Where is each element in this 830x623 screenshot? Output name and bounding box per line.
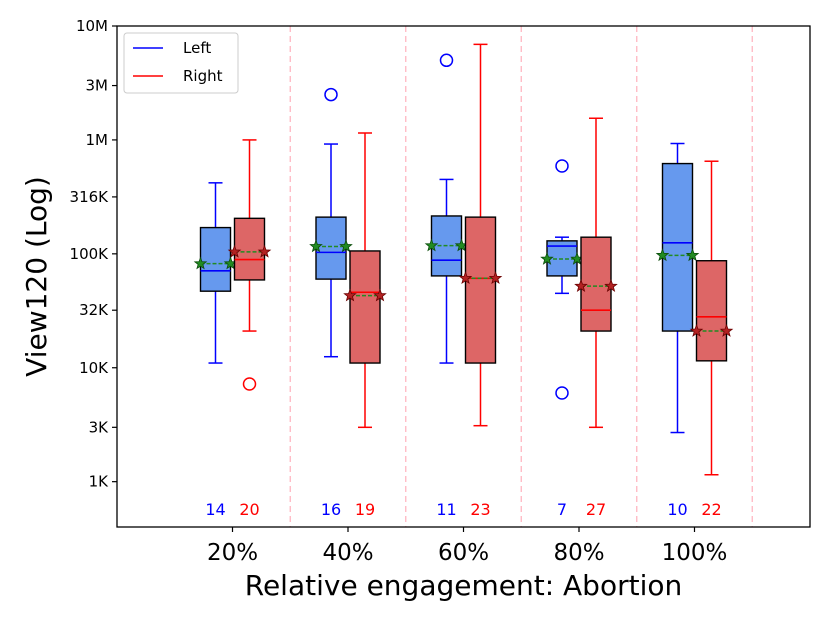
right-mean-star [719, 323, 734, 337]
y-tick-label: 3M [86, 77, 109, 95]
right-outlier [242, 377, 257, 391]
category-dividers [289, 26, 753, 527]
left-mean-star [540, 251, 554, 265]
x-tick-label: 80% [553, 540, 604, 566]
left-mean-star [655, 248, 670, 262]
x-tick-label: 20% [207, 540, 258, 566]
right-box [464, 216, 497, 364]
left-mean-star [685, 248, 700, 262]
left-box [199, 226, 232, 292]
x-tick-label: 100% [662, 540, 728, 566]
right-box-group [689, 160, 734, 476]
right-mean-star [257, 244, 272, 258]
left-count-label: 16 [321, 500, 341, 519]
left-mean-star [339, 239, 353, 253]
left-box-group [424, 53, 469, 364]
left-outlier [555, 159, 569, 173]
right-count-label: 20 [239, 500, 259, 519]
right-count-label: 23 [470, 500, 490, 519]
left-mean-star [193, 256, 208, 270]
right-box-group [458, 43, 503, 427]
left-outlier [555, 386, 569, 400]
y-tick-label: 10K [79, 359, 109, 377]
left-count-label: 11 [436, 500, 456, 519]
right-box-group [343, 132, 387, 429]
right-count-label: 19 [355, 500, 375, 519]
y-axis-ticks: 1K 3K 10K 32K 100K 316K 1M 3M 10M [70, 17, 117, 491]
box-series [193, 43, 734, 476]
right-box [233, 217, 266, 281]
left-mean-star [309, 239, 323, 253]
left-outlier [324, 87, 338, 102]
right-mean-star [574, 279, 588, 292]
x-tick-label: 60% [438, 540, 489, 566]
right-box [695, 260, 728, 362]
y-tick-label: 100K [70, 245, 110, 263]
left-count-label: 14 [205, 500, 225, 519]
right-mean-star [458, 271, 473, 285]
y-tick-label: 1K [89, 473, 110, 491]
right-box [349, 250, 381, 364]
y-tick-label: 3K [89, 418, 110, 436]
y-tick-label: 32K [79, 301, 109, 319]
right-mean-star [604, 279, 618, 292]
left-mean-star [424, 238, 439, 252]
x-tick-label: 40% [322, 540, 373, 566]
left-box [315, 216, 347, 280]
legend-left-label: Left [183, 39, 211, 57]
x-axis-ticks: 20% 40% 60% 80% 100% [207, 527, 727, 566]
right-box-group [574, 117, 618, 429]
right-box-group [227, 139, 272, 391]
y-tick-label: 10M [76, 17, 108, 35]
y-tick-label: 1M [86, 131, 109, 149]
left-box-group [540, 159, 584, 400]
left-count-label: 7 [557, 500, 567, 519]
left-box-group [193, 182, 238, 364]
right-mean-star [227, 244, 242, 258]
right-mean-star [373, 288, 387, 302]
right-mean-star [689, 323, 704, 337]
left-box [661, 162, 694, 332]
left-count-label: 10 [667, 500, 687, 519]
legend-right-label: Right [183, 67, 223, 85]
y-tick-label: 316K [70, 188, 110, 206]
sample-counts: 14 16 11 7 10 20 19 23 27 22 [205, 500, 721, 519]
legend: Left Right [123, 32, 239, 94]
right-count-label: 27 [586, 500, 606, 519]
right-mean-star [343, 288, 357, 302]
y-axis-label: View120 (Log) [20, 176, 53, 377]
left-box-group [655, 142, 700, 434]
right-mean-star [488, 271, 503, 285]
x-axis-label: Relative engagement: Abortion [245, 569, 683, 602]
right-count-label: 22 [701, 500, 721, 519]
left-outlier [439, 53, 454, 68]
left-box-group [309, 87, 353, 358]
